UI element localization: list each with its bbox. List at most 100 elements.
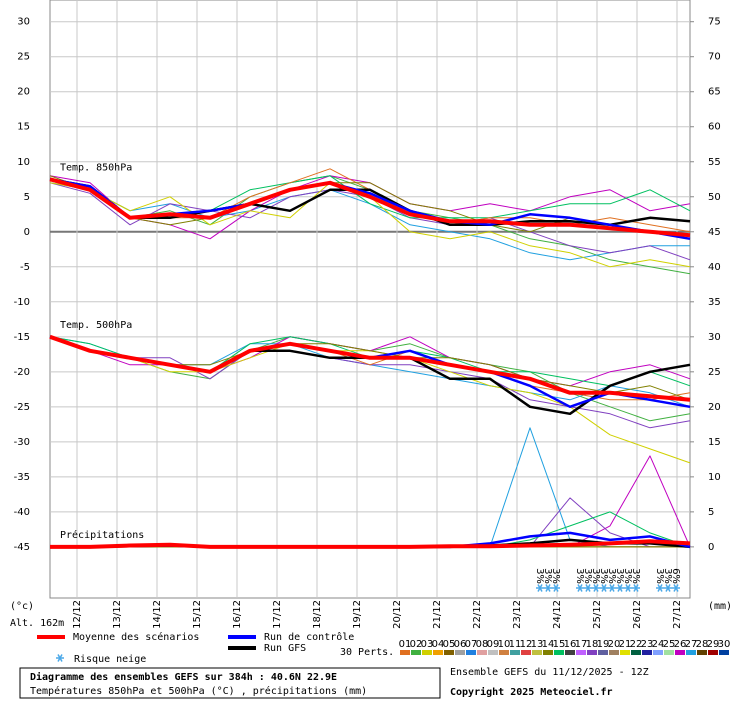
snow-risk-label: 3% bbox=[550, 568, 561, 584]
snow-legend-label: Risque neige bbox=[74, 654, 146, 665]
pert-legend-swatch bbox=[664, 650, 674, 655]
pert-legend-swatch bbox=[697, 650, 707, 655]
snow-icon bbox=[672, 584, 680, 592]
legend-label: Run de contrôle bbox=[264, 631, 354, 643]
snow-risk-label: 3% bbox=[622, 568, 633, 584]
pert-legend-label: 05 bbox=[443, 639, 456, 650]
pert-legend-swatch bbox=[499, 650, 509, 655]
pert-legend-label: 20 bbox=[608, 639, 621, 650]
pert-legend-swatch bbox=[609, 650, 619, 655]
x-tick-label: 15/12 bbox=[192, 600, 203, 629]
pert-legend-label: 24 bbox=[652, 639, 665, 650]
snow-icon bbox=[664, 584, 672, 592]
series-line bbox=[49, 177, 691, 238]
pert-legend-label: 29 bbox=[707, 639, 720, 650]
snow-icon bbox=[656, 584, 664, 592]
x-tick-label: 23/12 bbox=[512, 600, 523, 629]
x-tick-label: 13/12 bbox=[112, 600, 123, 629]
pert-legend-swatch bbox=[477, 650, 487, 655]
y-tick-label: -20 bbox=[14, 367, 30, 378]
pert-legend-swatch bbox=[488, 650, 498, 655]
snow-icon bbox=[592, 584, 600, 592]
pert-legend-swatch bbox=[708, 650, 718, 655]
legend-label: Moyenne des scénarios bbox=[73, 631, 199, 643]
snow-icon-stroke bbox=[657, 584, 663, 592]
plot-frame bbox=[49, 0, 691, 599]
y2-tick-label: 40 bbox=[708, 262, 721, 273]
footer-title: Diagramme des ensembles GEFS sur 384h : … bbox=[30, 671, 337, 683]
snow-icon bbox=[624, 584, 632, 592]
snow-icon bbox=[576, 584, 584, 592]
snow-icon bbox=[584, 584, 592, 592]
pert-legend-label: 25 bbox=[663, 639, 676, 650]
x-tick-label: 17/12 bbox=[272, 600, 283, 629]
snow-risk-label: 3% bbox=[574, 568, 585, 584]
y2-tick-label: 70 bbox=[708, 52, 721, 63]
footer-subtitle: Températures 850hPa et 500hPa (°C) , pré… bbox=[30, 685, 367, 697]
snow-icon-stroke bbox=[577, 584, 583, 592]
pert-legend-label: 28 bbox=[696, 639, 709, 650]
pert-legend-label: 01 bbox=[399, 639, 412, 650]
snow-icon-stroke bbox=[537, 584, 543, 592]
pert-legend-swatch bbox=[587, 650, 597, 655]
snow-risk-label: 3% bbox=[590, 568, 601, 584]
pert-legend-swatch bbox=[466, 650, 476, 655]
y-tick-label: -30 bbox=[14, 437, 30, 448]
pert-legend-label: 02 bbox=[410, 639, 423, 650]
pert-legend-label: 13 bbox=[531, 639, 544, 650]
pert-legend-swatch bbox=[521, 650, 531, 655]
pert-legend-swatch bbox=[422, 650, 432, 655]
y2-tick-label: 45 bbox=[708, 227, 721, 238]
pert-legend-swatch bbox=[554, 650, 564, 655]
pert-legend-label: 21 bbox=[619, 639, 632, 650]
snow-risk-label: 3% bbox=[582, 568, 593, 584]
pert-legend-label: 04 bbox=[432, 639, 445, 650]
pert-legend-swatch bbox=[411, 650, 421, 655]
y2-tick-label: 75 bbox=[708, 17, 721, 28]
y-tick-label: -40 bbox=[14, 507, 30, 518]
pert-legend-swatch bbox=[444, 650, 454, 655]
y-tick-label: 5 bbox=[24, 192, 30, 203]
pert-legend-swatch bbox=[510, 650, 520, 655]
y-unit: (°c) bbox=[10, 601, 34, 612]
y2-tick-label: 30 bbox=[708, 332, 721, 343]
pert-legend-swatch bbox=[455, 650, 465, 655]
y-tick-label: 10 bbox=[17, 157, 30, 168]
pert-legend-label: 26 bbox=[674, 639, 687, 650]
y-tick-label: -35 bbox=[14, 472, 30, 483]
snow-risk-label: 3% bbox=[630, 568, 641, 584]
snow-icon bbox=[536, 584, 544, 592]
pert-legend-label: 18 bbox=[586, 639, 599, 650]
pert-legend-label: 11 bbox=[509, 639, 522, 650]
y-tick-label: -25 bbox=[14, 402, 30, 413]
snow-icon bbox=[632, 584, 640, 592]
pert-legend-label: 09 bbox=[487, 639, 500, 650]
snow-icon-stroke bbox=[625, 584, 631, 592]
pert-legend-swatch bbox=[675, 650, 685, 655]
y2-tick-label: 50 bbox=[708, 192, 721, 203]
x-tick-label: 18/12 bbox=[312, 600, 323, 629]
y2-tick-label: 10 bbox=[708, 472, 721, 483]
pert-legend-label: 10 bbox=[498, 639, 511, 650]
legend-label: Run GFS bbox=[264, 643, 306, 654]
y2-tick-label: 5 bbox=[708, 507, 714, 518]
snow-risk-label: 3% bbox=[654, 568, 665, 584]
snow-icon-stroke bbox=[593, 584, 599, 592]
pert-legend-label: 08 bbox=[476, 639, 489, 650]
snow-icon-stroke bbox=[601, 584, 607, 592]
y2-tick-label: 25 bbox=[708, 367, 721, 378]
pert-legend-swatch bbox=[532, 650, 542, 655]
pert-legend-swatch bbox=[400, 650, 410, 655]
snow-icon bbox=[56, 654, 64, 662]
x-tick-label: 16/12 bbox=[232, 600, 243, 629]
pert-legend-label: 03 bbox=[421, 639, 434, 650]
x-tick-label: 26/12 bbox=[632, 600, 643, 629]
pert-legend-label: 19 bbox=[597, 639, 610, 650]
x-tick-label: 27/12 bbox=[672, 600, 683, 629]
pert-legend-label: 27 bbox=[685, 639, 698, 650]
x-tick-label: 20/12 bbox=[392, 600, 403, 629]
x-tick-label: 12/12 bbox=[72, 600, 83, 629]
pert-legend-label: 17 bbox=[575, 639, 588, 650]
snow-icon-stroke bbox=[609, 584, 615, 592]
snow-risk-label: 3% bbox=[606, 568, 617, 584]
